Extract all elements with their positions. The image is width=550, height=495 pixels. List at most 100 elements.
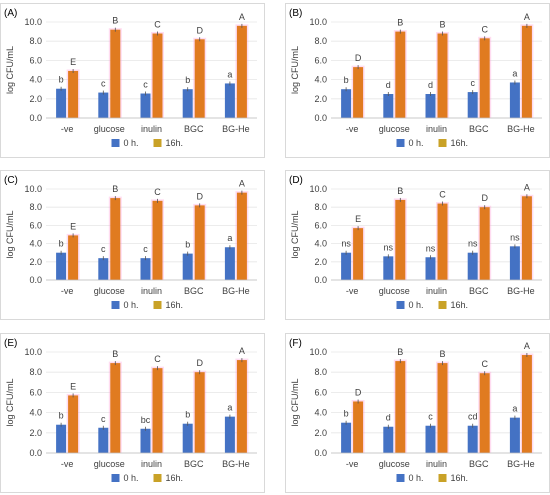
significance-letter: b <box>59 411 64 421</box>
bar-0h <box>224 83 235 118</box>
bar-16h <box>479 207 490 280</box>
bar-0h <box>182 89 193 118</box>
bar-0h <box>56 88 67 118</box>
category-label: glucose <box>379 124 410 134</box>
category-label: BG-He <box>222 124 250 134</box>
category-label: glucose <box>94 459 125 469</box>
bar-16h <box>110 363 121 453</box>
significance-letter: D <box>196 358 203 368</box>
bar-0h <box>425 425 436 453</box>
y-tick-label: 0.0 <box>314 275 327 285</box>
significance-letter: E <box>70 221 76 231</box>
bar-16h <box>68 395 79 453</box>
significance-letter: B <box>397 347 403 357</box>
bar-0h <box>98 92 109 118</box>
category-label: -ve <box>346 459 359 469</box>
significance-letter: b <box>59 239 64 249</box>
legend-swatch-0h <box>396 474 405 482</box>
panel-label: (D) <box>289 175 303 186</box>
significance-letter: C <box>481 24 488 34</box>
significance-letter: c <box>143 244 148 254</box>
chart-panel-3: (C)log CFU/mL0.02.04.06.08.010.0-vebEglu… <box>0 170 265 320</box>
chart-panel-5: (E) log CFU/mL 0.0 2.0 4.0 6.0 8.0 10.0 -ve b Eglu… <box>0 333 265 493</box>
significance-letter: a <box>227 233 232 243</box>
bar-0h <box>341 89 352 118</box>
significance-letter: ns <box>341 239 351 249</box>
significance-letter: D <box>196 25 203 35</box>
y-tick-label: 10.0 <box>24 17 42 27</box>
significance-letter: C <box>439 190 446 200</box>
bar-16h <box>194 372 205 453</box>
y-tick-label: 0.0 <box>314 113 327 123</box>
significance-letter: B <box>439 349 445 359</box>
significance-letter: d <box>386 80 391 90</box>
significance-letter: cd <box>468 412 478 422</box>
bar-16h <box>353 67 364 118</box>
significance-letter: C <box>154 187 161 197</box>
y-tick-label: 8.0 <box>29 202 42 212</box>
y-tick-label: 4.0 <box>314 75 327 85</box>
significance-letter: b <box>344 75 349 85</box>
bar-0h <box>98 258 109 280</box>
bar-0h <box>140 93 151 118</box>
bar-0h <box>383 426 394 453</box>
y-tick-label: 4.0 <box>29 408 42 418</box>
legend-label-0h: 0 h. <box>409 138 424 148</box>
category-label: BG-He <box>222 286 250 296</box>
significance-letter: E <box>70 381 76 391</box>
legend-swatch-0h <box>396 301 405 309</box>
bar-0h <box>425 257 436 280</box>
y-tick-label: 8.0 <box>29 367 42 377</box>
bar-16h <box>152 368 163 453</box>
legend-swatch-16h <box>438 301 447 309</box>
y-tick-label: 6.0 <box>314 220 327 230</box>
panel-border <box>0 3 265 158</box>
category-label: -ve <box>61 286 74 296</box>
significance-letter: B <box>397 18 403 28</box>
y-tick-label: 4.0 <box>314 239 327 249</box>
category-label: inulin <box>141 124 162 134</box>
significance-letter: a <box>227 403 232 413</box>
significance-letter: b <box>185 240 190 250</box>
bar-0h <box>467 425 478 453</box>
y-tick-label: 4.0 <box>314 408 327 418</box>
bar-16h <box>521 25 532 119</box>
category-label: glucose <box>94 124 125 134</box>
category-label: inulin <box>426 459 447 469</box>
significance-letter: D <box>355 387 362 397</box>
bar-16h <box>152 200 163 280</box>
y-tick-label: 10.0 <box>309 184 327 194</box>
significance-letter: B <box>112 184 118 194</box>
y-tick-label: 8.0 <box>314 202 327 212</box>
category-label: -ve <box>346 124 359 134</box>
category-label: -ve <box>346 286 359 296</box>
legend-label-0h: 0 h. <box>124 138 139 148</box>
significance-letter: ns <box>426 243 436 253</box>
significance-letter: B <box>397 186 403 196</box>
category-label: BGC <box>469 124 489 134</box>
bar-16h <box>236 192 247 280</box>
y-axis-label: log CFU/mL <box>5 210 15 258</box>
significance-letter: ns <box>468 239 478 249</box>
bar-0h <box>341 422 352 453</box>
legend-label-16h: 16h. <box>451 138 469 148</box>
y-tick-label: 10.0 <box>24 184 42 194</box>
bar-0h <box>467 252 478 280</box>
category-label: BG-He <box>222 459 250 469</box>
significance-letter: A <box>239 346 245 356</box>
significance-letter: bc <box>141 415 151 425</box>
legend-swatch-16h <box>153 139 162 147</box>
bar-16h <box>110 198 121 280</box>
y-tick-label: 2.0 <box>29 94 42 104</box>
y-tick-label: 2.0 <box>314 94 327 104</box>
bar-16h <box>521 355 532 453</box>
significance-letter: A <box>239 12 245 22</box>
legend-swatch-0h <box>111 474 120 482</box>
legend-label-0h: 0 h. <box>409 300 424 310</box>
y-axis-label: log CFU/mL <box>5 378 15 426</box>
y-tick-label: 10.0 <box>309 17 327 27</box>
legend-swatch-0h <box>111 139 120 147</box>
significance-letter: d <box>386 413 391 423</box>
legend-swatch-16h <box>153 474 162 482</box>
panel-border <box>285 3 550 158</box>
